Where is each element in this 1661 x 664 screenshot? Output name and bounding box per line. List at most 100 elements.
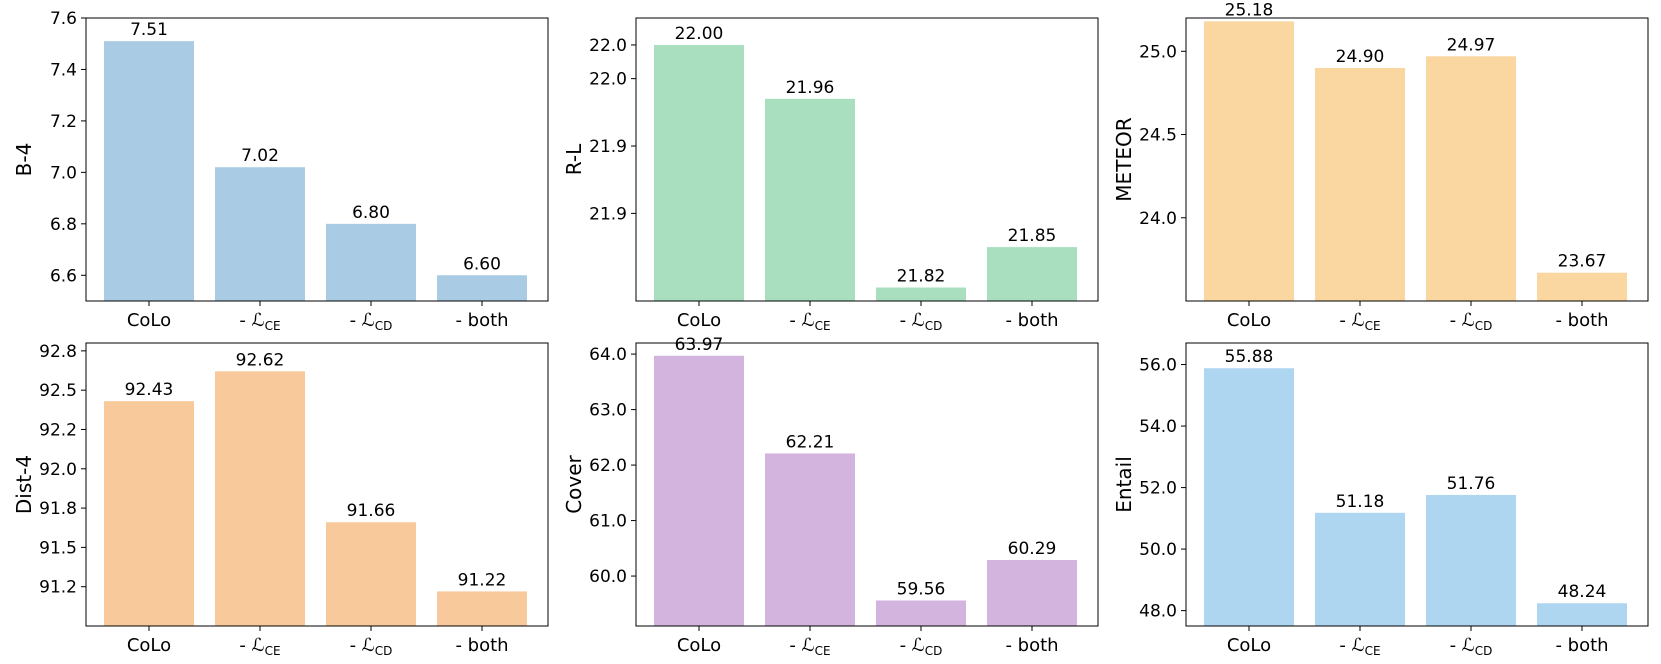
x-tick-label-4-2: - ℒCE: [239, 635, 280, 658]
x-tick-label-6-3: - ℒCD: [1450, 635, 1493, 658]
y-tick-label-4-1: 91.2: [39, 578, 77, 598]
axes-frame-6: [1185, 342, 1649, 627]
x-tick-label-3-2: - ℒCE: [1339, 310, 1380, 333]
bar-4-3: [326, 522, 416, 626]
y-tick-label-4-6: 92.5: [39, 381, 77, 401]
chart-panel-3: 25.18 24.90 24.97 23.67 24.0 24.5 25.0 CoLo - ℒC…: [1112, 0, 1649, 333]
x-tick-label-5-1: CoLo: [677, 635, 721, 656]
x-tick-label-2-1: CoLo: [677, 310, 721, 331]
bar-6-3: [1426, 494, 1516, 626]
chart-panel-2: 22.00 21.96 21.82 21.85 21.9 21.9 22.0 22.0 CoLo…: [562, 17, 1099, 333]
data-label-1-2: 7.02: [241, 146, 279, 166]
bar-5-4: [987, 559, 1077, 626]
y-tick-label-6-5: 56.0: [1139, 356, 1177, 376]
x-tick-label-5-3: - ℒCD: [900, 635, 943, 658]
y-tick-label-6-4: 54.0: [1139, 417, 1177, 437]
axes-frame-2: [635, 17, 1099, 302]
bar-5-1: [654, 355, 744, 626]
bar-1-1: [104, 41, 194, 302]
bar-2-4: [987, 247, 1077, 301]
bar-5-3: [876, 600, 966, 626]
y-tick-label-1-3: 7.0: [50, 163, 77, 183]
x-tick-label-4-3: - ℒCD: [350, 635, 393, 658]
y-tick-label-4-2: 91.5: [39, 538, 77, 558]
bar-1-3: [326, 223, 416, 301]
x-tick-label-1-2: - ℒCE: [239, 310, 280, 333]
x-tick-label-1-4: - both: [455, 310, 508, 331]
axes-frame-4: [85, 342, 549, 627]
bar-3-3: [1426, 56, 1516, 301]
data-label-3-3: 24.97: [1447, 35, 1496, 55]
y-axis-label-6: Entail: [1112, 456, 1136, 513]
data-label-1-3: 6.80: [352, 203, 390, 223]
y-tick-label-5-1: 60.0: [589, 567, 627, 587]
x-tick-label-3-4: - both: [1555, 310, 1608, 331]
x-tick-label-6-4: - both: [1555, 635, 1608, 656]
data-label-6-1: 55.88: [1225, 347, 1274, 367]
bar-2-3: [876, 287, 966, 301]
x-tick-label-4-4: - both: [455, 635, 508, 656]
chart-panel-4: 92.43 92.62 91.66 91.22 91.2 91.5 91.8 92.0 92.2…: [12, 342, 549, 658]
data-label-3-4: 23.67: [1558, 252, 1607, 272]
y-tick-label-1-2: 6.8: [50, 215, 77, 235]
y-tick-label-5-5: 64.0: [589, 345, 627, 365]
data-label-2-1: 22.00: [675, 24, 724, 44]
y-axis-label-3: METEOR: [1112, 117, 1136, 201]
bar-2-1: [654, 44, 744, 301]
chart-panel-5: 63.97 62.21 59.56 60.29 60.0 61.0 62.0 63.0 64.0…: [562, 335, 1099, 658]
y-tick-label-1-4: 7.2: [50, 112, 77, 132]
axes-frame-3: [1185, 17, 1649, 302]
y-axis-label-2: R-L: [562, 143, 586, 175]
x-tick-label-1-1: CoLo: [127, 310, 171, 331]
data-label-1-1: 7.51: [130, 20, 168, 40]
data-label-4-2: 92.62: [236, 350, 285, 370]
axes-frame-5: [635, 342, 1099, 627]
data-label-2-2: 21.96: [786, 78, 835, 98]
y-axis-label-5: Cover: [562, 454, 586, 513]
y-tick-label-4-7: 92.8: [39, 342, 77, 362]
y-tick-label-3-2: 24.5: [1139, 126, 1177, 146]
x-tick-label-5-4: - both: [1005, 635, 1058, 656]
x-tick-label-2-4: - both: [1005, 310, 1058, 331]
y-tick-label-3-3: 25.0: [1139, 42, 1177, 62]
data-label-5-4: 60.29: [1008, 539, 1057, 559]
data-label-6-3: 51.76: [1447, 474, 1496, 494]
y-tick-label-2-2: 21.9: [589, 137, 627, 157]
bar-6-4: [1537, 603, 1627, 626]
data-label-3-1: 25.18: [1225, 0, 1274, 20]
y-tick-label-4-4: 92.0: [39, 460, 77, 480]
x-tick-label-6-1: CoLo: [1227, 635, 1271, 656]
data-label-6-2: 51.18: [1336, 492, 1385, 512]
bar-3-1: [1204, 21, 1294, 302]
data-label-1-4: 6.60: [463, 254, 501, 274]
y-axis-label-4: Dist-4: [12, 455, 36, 514]
axes-frame-1: [85, 17, 549, 302]
data-label-4-3: 91.66: [347, 501, 396, 521]
bar-6-1: [1204, 368, 1294, 626]
bar-1-4: [437, 275, 527, 301]
bar-5-2: [765, 453, 855, 626]
y-tick-label-6-3: 52.0: [1139, 479, 1177, 499]
x-tick-label-5-2: - ℒCE: [789, 635, 830, 658]
y-tick-label-1-5: 7.4: [50, 60, 77, 80]
data-label-5-3: 59.56: [897, 579, 946, 599]
data-label-2-4: 21.85: [1008, 226, 1057, 246]
y-axis-label-1: B-4: [12, 143, 36, 177]
x-tick-label-4-1: CoLo: [127, 635, 171, 656]
bar-2-2: [765, 98, 855, 301]
data-label-5-1: 63.97: [675, 335, 724, 355]
y-tick-label-1-1: 6.6: [50, 266, 77, 286]
data-label-4-4: 91.22: [458, 570, 507, 590]
x-tick-label-3-1: CoLo: [1227, 310, 1271, 331]
y-tick-label-6-1: 48.0: [1139, 602, 1177, 622]
data-label-6-4: 48.24: [1558, 582, 1607, 602]
data-label-3-2: 24.90: [1336, 47, 1385, 67]
chart-panel-6: 55.88 51.18 51.76 48.24 48.0 50.0 52.0 54.0 56.0…: [1112, 342, 1649, 658]
chart-panel-1: 7.51 7.02 6.80 6.60 6.6 6.8 7.0 7.2 7.4 7.6 CoLo - …: [12, 9, 549, 333]
x-tick-label-2-2: - ℒCE: [789, 310, 830, 333]
y-tick-label-5-2: 61.0: [589, 512, 627, 532]
data-label-4-1: 92.43: [125, 380, 174, 400]
y-tick-label-2-4: 22.0: [589, 36, 627, 56]
y-tick-label-3-1: 24.0: [1139, 209, 1177, 229]
